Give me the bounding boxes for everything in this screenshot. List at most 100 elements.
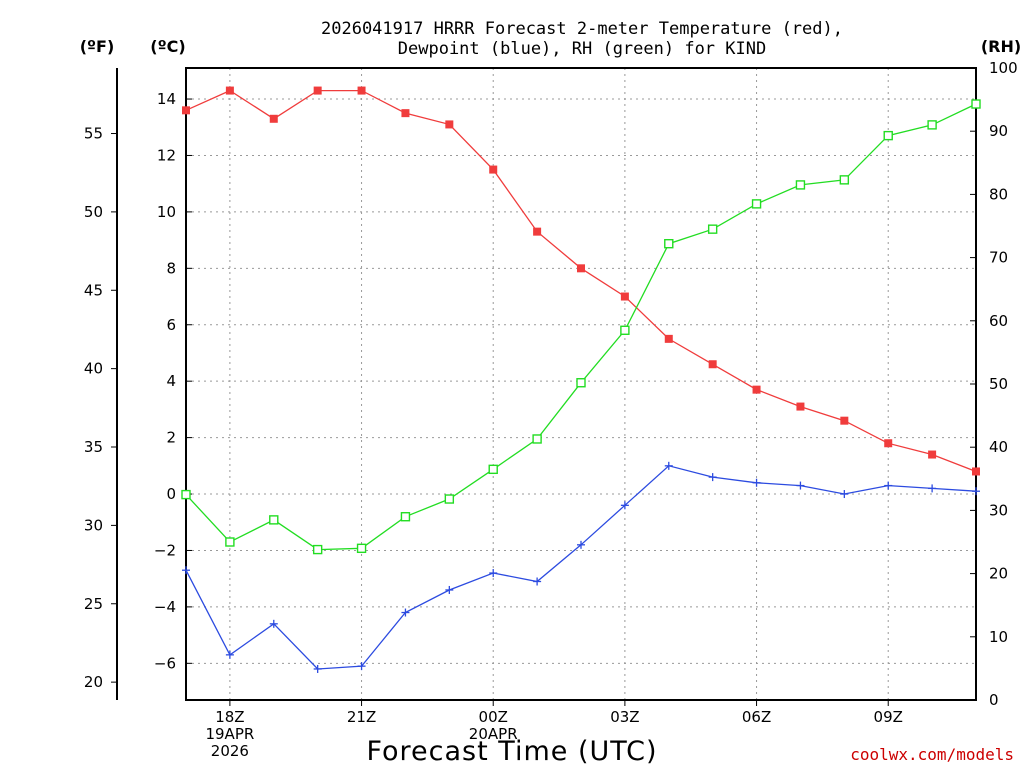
rh-marker <box>488 464 498 475</box>
dewpoint-marker <box>884 481 893 490</box>
dewpoint-marker <box>445 585 454 594</box>
x-axis-title: Forecast Time (UTC) <box>366 736 657 767</box>
temperature-marker <box>664 334 673 343</box>
celsius-tick-label: −6 <box>154 654 176 672</box>
celsius-tick-label: 10 <box>157 203 176 221</box>
celsius-tick-label: 0 <box>166 485 176 503</box>
credit-label: coolwx.com/models <box>850 745 1014 764</box>
celsius-tick-label: 4 <box>166 372 176 390</box>
rh-tick-label: 60 <box>989 312 1008 330</box>
x-tick-label: 03Z <box>610 708 639 726</box>
rh-marker <box>225 537 235 547</box>
temperature-marker <box>708 360 717 369</box>
temperature-marker <box>928 450 937 459</box>
fahrenheit-tick-label: 35 <box>84 438 103 456</box>
fahrenheit-tick-label: 45 <box>84 281 103 299</box>
x-tick-label: 2026 <box>211 742 249 760</box>
temperature-line <box>185 89 977 473</box>
temperature-marker <box>620 292 629 301</box>
rh-tick-label: 70 <box>989 249 1008 267</box>
rh-tick-label: 0 <box>989 691 999 709</box>
x-tick-label: 20APR <box>469 725 518 743</box>
dewpoint-marker <box>357 662 366 671</box>
rh-marker <box>181 489 191 500</box>
rh-marker <box>883 130 893 141</box>
x-tick-label: 19APR <box>205 725 254 743</box>
rh-marker <box>927 120 937 130</box>
temperature-marker <box>182 106 190 115</box>
rh-marker <box>312 544 323 555</box>
temperature-marker <box>357 86 366 95</box>
rh-marker <box>795 180 806 190</box>
dewpoint-marker <box>489 569 498 578</box>
rh-marker <box>664 238 674 249</box>
temperature-marker <box>577 264 585 273</box>
dewpoint-marker <box>533 577 542 586</box>
temperature-marker <box>884 439 893 448</box>
x-tick-label: 18Z <box>215 708 244 726</box>
x-tick-label: 09Z <box>874 708 903 726</box>
dewpoint-marker <box>840 490 849 499</box>
rh-marker <box>532 434 542 444</box>
rh-marker <box>444 494 455 504</box>
temperature-marker <box>489 165 498 174</box>
temperature-marker <box>972 467 980 476</box>
rh-line <box>185 103 977 551</box>
rh-tick-label: 10 <box>989 628 1008 646</box>
temperature-marker <box>269 114 278 123</box>
rh-tick-label: 40 <box>989 438 1008 456</box>
celsius-tick-label: −4 <box>154 598 176 616</box>
temperature-marker <box>533 227 542 236</box>
celsius-tick-label: 8 <box>166 259 176 277</box>
fahrenheit-tick-label: 25 <box>84 595 103 613</box>
rh-tick-label: 20 <box>989 565 1008 583</box>
rh-unit-label: (RH) <box>981 37 1021 56</box>
dewpoint-marker <box>796 481 805 490</box>
celsius-tick-label: −2 <box>154 541 176 559</box>
rh-tick-label: 50 <box>989 375 1008 393</box>
rh-tick-label: 30 <box>989 501 1008 519</box>
celsius-tick-label: 2 <box>166 429 176 447</box>
temperature-marker <box>225 86 234 95</box>
chart-subtitle: Dewpoint (blue), RH (green) for KIND <box>398 39 766 59</box>
dewpoint-marker <box>928 484 937 493</box>
dewpoint-marker <box>401 608 410 617</box>
celsius-unit-label: (ºC) <box>150 37 185 56</box>
fahrenheit-tick-label: 30 <box>84 516 103 534</box>
temperature-marker <box>313 86 322 95</box>
rh-marker <box>576 378 586 388</box>
dewpoint-marker <box>313 664 322 673</box>
series-layer <box>181 86 981 673</box>
rh-tick-label: 80 <box>989 185 1008 203</box>
rh-marker <box>620 325 630 335</box>
celsius-tick-label: 6 <box>166 316 176 334</box>
dewpoint-marker <box>664 461 673 470</box>
dewpoint-marker <box>269 619 278 628</box>
rh-marker <box>751 199 762 209</box>
dewpoint-marker <box>708 473 717 482</box>
rh-marker <box>400 512 411 522</box>
dewpoint-marker <box>182 566 190 575</box>
dewpoint-line <box>185 465 977 670</box>
fahrenheit-tick-label: 20 <box>84 673 103 691</box>
rh-tick-label: 90 <box>989 122 1008 140</box>
fahrenheit-unit-label: (ºF) <box>80 37 115 56</box>
dewpoint-marker <box>620 501 629 510</box>
temperature-marker <box>401 109 410 118</box>
dewpoint-marker <box>225 650 234 659</box>
rh-marker <box>971 99 981 109</box>
temperature-marker <box>445 120 454 129</box>
dewpoint-marker <box>752 478 761 487</box>
x-tick-label: 21Z <box>347 708 376 726</box>
fahrenheit-tick-label: 55 <box>84 125 103 143</box>
temperature-marker <box>840 416 849 425</box>
rh-marker <box>839 175 850 185</box>
temperature-marker <box>796 402 805 411</box>
rh-marker <box>356 543 367 554</box>
fahrenheit-tick-label: 50 <box>84 203 103 221</box>
dewpoint-marker <box>577 540 585 549</box>
celsius-tick-label: 14 <box>157 90 176 108</box>
fahrenheit-tick-label: 40 <box>84 360 103 378</box>
